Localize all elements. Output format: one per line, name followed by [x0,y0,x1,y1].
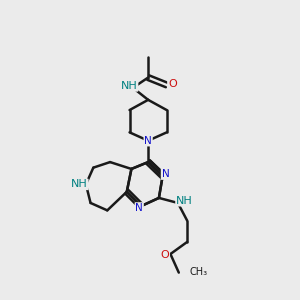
Text: N: N [144,136,152,146]
Text: NH: NH [121,81,138,91]
Text: CH₃: CH₃ [189,267,207,277]
Text: NH: NH [71,179,88,189]
Text: NH: NH [176,196,193,206]
Text: N: N [135,203,143,213]
Text: O: O [160,250,169,260]
Text: O: O [168,79,177,89]
Text: N: N [161,169,169,179]
